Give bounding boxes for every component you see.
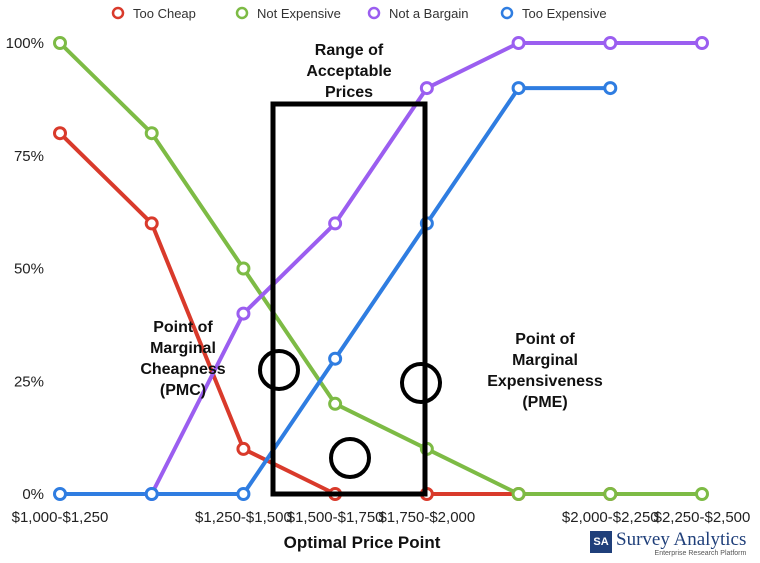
series-line-too-expensive [60,86,611,496]
data-point-not-a-bargain [695,36,709,50]
legend-marker-not-a-bargain [367,6,381,20]
y-tick-label: 25% [14,373,44,390]
data-point-not-a-bargain [236,306,251,321]
pmc-label-line-4: (PMC) [160,382,206,399]
pmc-label-line-3: Cheapness [140,361,225,378]
range-label-line-1: Range of [315,42,384,59]
data-point-too-expensive [328,351,343,366]
legend-label-not-expensive: Not Expensive [257,6,341,21]
y-axis-ticks: 0% 25% 50% 75% 100% [6,35,44,503]
data-point-too-expensive [511,81,526,96]
brand-logo: SA Survey Analytics Enterprise Research … [590,530,746,558]
pme-label-line-2: Marginal [512,352,578,369]
data-point-not-expensive [603,487,618,501]
x-tick-label: $2,000-$2,250 [562,509,659,526]
y-tick-label: 0% [22,486,44,503]
x-tick-label: $1,500-$1,750 [287,509,384,526]
x-tick-label: $1,250-$1,500 [195,509,292,526]
legend-marker-too-expensive [500,6,514,20]
data-point-not-expensive [695,487,709,501]
data-point-too-expensive [236,487,251,501]
data-point-too-cheap [144,216,159,231]
legend-label-too-expensive: Too Expensive [522,6,607,21]
legend: Too Cheap Not Expensive Not a Bargain Too E… [111,6,607,21]
pme-label-line-3: Expensiveness [487,373,603,390]
data-point-not-a-bargain [511,36,526,50]
pmc-label-line-2: Marginal [150,340,216,357]
data-point-not-expensive [144,126,159,141]
legend-marker-not-expensive [235,6,249,20]
series-lines [58,41,702,496]
data-point-too-cheap [236,441,251,456]
pme-label-line-4: (PME) [522,394,567,411]
data-point-too-expensive [603,81,618,96]
data-point-not-expensive [511,487,526,501]
x-axis-ticks: $1,000-$1,250 $1,250-$1,500$1,500-$1,750$… [12,509,751,526]
y-tick-label: 50% [14,261,44,278]
data-point-not-a-bargain [328,216,343,231]
data-point-too-expensive [144,487,159,501]
pmc-marker-circle [258,349,300,391]
series-line-not-expensive [58,41,702,496]
x-axis-title: Optimal Price Point [284,533,441,552]
range-label-line-3: Prices [325,84,373,101]
pme-label-line-1: Point of [515,331,575,348]
data-point-not-expensive [328,396,343,411]
legend-label-not-a-bargain: Not a Bargain [389,6,469,21]
data-point-not-a-bargain [419,81,434,96]
x-tick-label: $2,250-$2,500 [654,509,751,526]
acceptable-range-box [270,101,428,497]
data-point-too-cheap [53,126,67,141]
brand-name: Survey Analytics [616,529,747,550]
x-tick-label: $1,000-$1,250 [12,509,109,526]
series-points [53,36,709,501]
brand-tagline: Enterprise Research Platform [654,550,747,557]
range-label-line-2: Acceptable [306,63,391,80]
brand-logo-mark: SA [590,531,612,553]
data-point-too-expensive [53,487,67,501]
pmc-label-line-1: Point of [153,319,213,336]
legend-label-too-cheap: Too Cheap [133,6,196,21]
pme-marker-circle [400,362,442,404]
optimal-price-marker-circle [329,437,371,479]
data-point-not-expensive [236,261,251,276]
data-point-not-a-bargain [603,36,618,50]
data-point-not-expensive [53,36,67,50]
x-tick-label: $1,750-$2,000 [378,509,475,526]
brand-text: Survey Analytics Enterprise Research Pla… [616,530,746,558]
legend-marker-too-cheap [111,6,125,20]
y-tick-label: 100% [6,35,44,52]
series-line-too-cheap [58,131,611,496]
y-tick-label: 75% [14,148,44,165]
